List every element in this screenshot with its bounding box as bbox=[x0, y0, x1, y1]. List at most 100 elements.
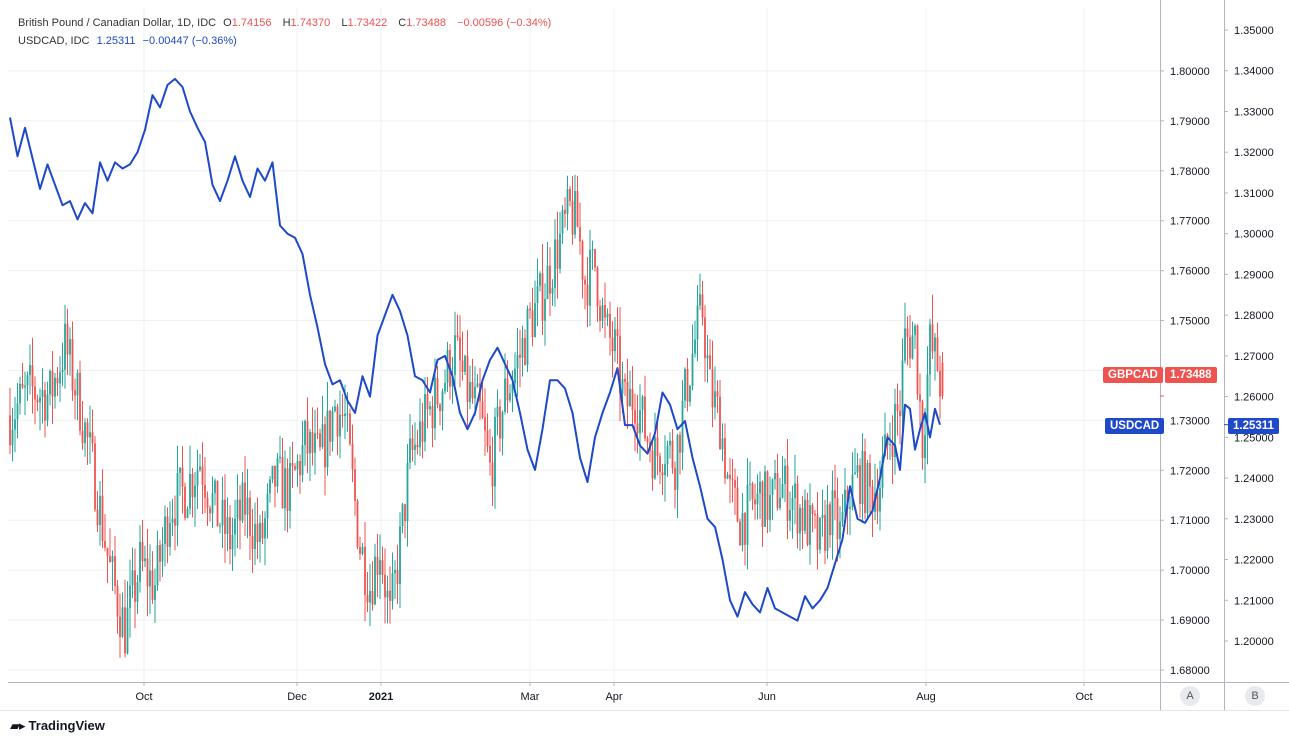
gbpcad-candle bbox=[416, 444, 419, 448]
gbpcad-candle bbox=[11, 429, 14, 446]
gbpcad-candle bbox=[866, 462, 869, 514]
gbpcad-candle bbox=[326, 410, 329, 468]
gbpcad-candle bbox=[754, 499, 756, 505]
gbpcad-candle bbox=[351, 443, 354, 470]
gbpcad-candle bbox=[146, 558, 149, 587]
usdcad-axis-tick-label: 1.28000 bbox=[1234, 310, 1274, 322]
gbpcad-candle bbox=[721, 438, 724, 450]
legend-usdcad: USDCAD, IDC 1.25311 −0.00447 (−0.36%) bbox=[18, 35, 241, 47]
gbpcad-candle bbox=[796, 483, 799, 534]
usdcad-axis-tick-label: 1.29000 bbox=[1234, 269, 1274, 281]
gbpcad-candle bbox=[899, 410, 901, 417]
gbpcad-candle bbox=[344, 413, 346, 416]
gbpcad-candle bbox=[159, 545, 161, 562]
gbpcad-candle bbox=[741, 513, 744, 546]
gbpcad-candle bbox=[361, 546, 364, 554]
gbpcad-candle bbox=[259, 522, 261, 542]
gbpcad-candle bbox=[439, 404, 441, 412]
gbpcad-candle bbox=[19, 383, 21, 404]
gbpcad-candle bbox=[466, 355, 469, 402]
gbpcad-candle bbox=[689, 385, 691, 402]
gbpcad-axis-tick-label: 1.69000 bbox=[1170, 615, 1210, 627]
gbpcad-candle bbox=[524, 337, 526, 365]
gbpcad-candle bbox=[764, 471, 766, 527]
gbpcad-candle bbox=[631, 388, 634, 411]
gbpcad-candle bbox=[654, 437, 656, 479]
gbpcad-candle bbox=[306, 421, 309, 454]
usdcad-axis-tick-label: 1.35000 bbox=[1234, 25, 1274, 37]
gbpcad-candle bbox=[816, 515, 819, 550]
gbpcad-candle bbox=[271, 465, 274, 480]
gbpcad-candle bbox=[179, 467, 181, 473]
legend-high-label: H bbox=[282, 17, 291, 29]
tradingview-logo[interactable]: ▰▸ TradingView bbox=[10, 718, 105, 734]
gbpcad-candle bbox=[256, 523, 259, 542]
scale-button-b[interactable]: B bbox=[1245, 686, 1265, 706]
gbpcad-candle bbox=[91, 432, 94, 444]
gbpcad-candle bbox=[64, 323, 66, 370]
gbpcad-candle bbox=[594, 248, 596, 268]
gbpcad-candle bbox=[184, 486, 186, 519]
gbpcad-candle bbox=[384, 574, 386, 598]
gbpcad-candle bbox=[801, 507, 804, 531]
gbpcad-candle bbox=[661, 472, 664, 476]
gbpcad-candle bbox=[614, 329, 616, 352]
gbpcad-candle bbox=[599, 306, 601, 321]
gbpcad-candle bbox=[621, 378, 624, 394]
usdcad-axis-tick-label: 1.27000 bbox=[1234, 351, 1274, 363]
gbpcad-candle bbox=[249, 497, 251, 537]
gbpcad-candle bbox=[136, 582, 139, 602]
usdcad-axis-tick-label: 1.22000 bbox=[1234, 555, 1274, 567]
gbpcad-candle bbox=[169, 523, 171, 547]
gbpcad-candle bbox=[251, 536, 254, 549]
gbpcad-candle bbox=[769, 494, 771, 520]
gbpcad-price-tag: 1.73488 bbox=[1165, 367, 1217, 383]
gbpcad-candle bbox=[509, 393, 511, 401]
gbpcad-candle bbox=[186, 508, 189, 519]
gbpcad-candle bbox=[349, 413, 351, 444]
gbpcad-candle bbox=[469, 382, 471, 402]
gbpcad-candle bbox=[809, 505, 811, 545]
gbpcad-candle bbox=[386, 590, 389, 598]
gbpcad-candle bbox=[24, 385, 26, 388]
gbpcad-candle bbox=[51, 370, 54, 397]
gbpcad-candle bbox=[126, 607, 129, 654]
gbpcad-candle bbox=[241, 482, 244, 521]
usdcad-axis-tick-label: 1.21000 bbox=[1234, 595, 1274, 607]
gbpcad-candle bbox=[294, 466, 296, 470]
gbpcad-candle bbox=[446, 350, 449, 383]
gbpcad-candle bbox=[786, 465, 789, 521]
gbpcad-candle bbox=[731, 479, 734, 481]
gbpcad-candle bbox=[564, 209, 566, 214]
gbpcad-candle bbox=[646, 438, 649, 442]
x-axis-tick-label: Dec bbox=[287, 691, 307, 703]
gbpcad-candle bbox=[319, 433, 321, 448]
gbpcad-candle bbox=[906, 328, 909, 338]
gbpcad-candle bbox=[574, 190, 576, 235]
usdcad-axis-tick-label: 1.30000 bbox=[1234, 229, 1274, 241]
gbpcad-candle bbox=[531, 310, 534, 338]
gbpcad-candle bbox=[911, 335, 914, 359]
usdcad-line-layer bbox=[9, 77, 941, 622]
gbpcad-candle bbox=[189, 473, 191, 509]
gbpcad-candle bbox=[766, 471, 769, 520]
gbpcad-candle bbox=[739, 521, 741, 546]
scale-button-a[interactable]: A bbox=[1180, 686, 1200, 706]
tradingview-logo-icon: ▰▸ bbox=[10, 718, 26, 733]
gbpcad-candle bbox=[316, 433, 319, 435]
gbpcad-candle bbox=[634, 410, 636, 424]
gbpcad-candle bbox=[604, 305, 606, 318]
gbpcad-candle bbox=[441, 391, 444, 412]
gbpcad-candle bbox=[651, 450, 654, 479]
gbpcad-candle bbox=[464, 355, 466, 372]
legend-low: 1.73422 bbox=[347, 17, 388, 29]
gbpcad-candle bbox=[321, 424, 324, 448]
gbpcad-candle bbox=[444, 382, 446, 392]
gbpcad-candle bbox=[609, 313, 611, 338]
gbpcad-candle bbox=[939, 370, 941, 397]
gbpcad-candle bbox=[234, 518, 236, 535]
gbpcad-candle bbox=[109, 555, 111, 562]
gbpcad-candle bbox=[636, 423, 639, 434]
usdcad-name-tag: USDCAD bbox=[1105, 418, 1165, 434]
